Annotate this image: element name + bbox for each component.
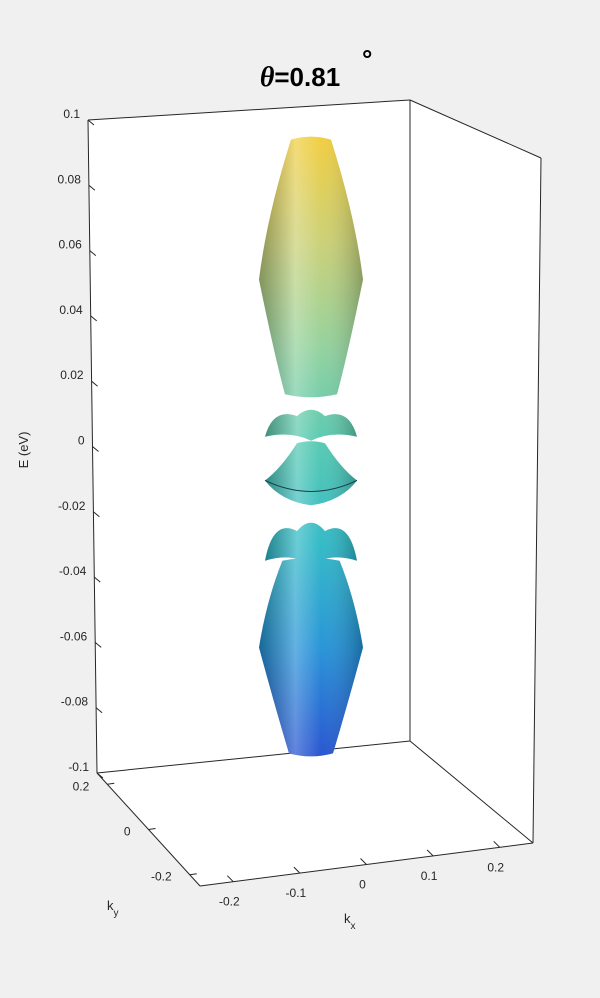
z-axis-label: E (eV) (16, 432, 31, 469)
title-value: =0.81 (274, 62, 340, 92)
x-tick-label: 0.1 (421, 869, 438, 883)
z-tick-label: -0.04 (59, 564, 87, 578)
z-tick-label: 0.04 (59, 303, 83, 317)
z-tick-label: -0.06 (60, 629, 88, 643)
z-tick-mark (88, 184, 96, 191)
z-tick-mark (93, 576, 101, 583)
z-tick-label: 0.06 (58, 238, 82, 252)
z-tick-label: 0.02 (60, 368, 84, 382)
band-shading (259, 136, 363, 398)
y-tick-label: 0 (124, 825, 131, 839)
chart-title: θ=0.81 (260, 62, 340, 93)
band-shading (265, 441, 357, 506)
z-tick-mark (93, 511, 100, 518)
title-symbol: θ (260, 62, 275, 93)
x-axis-label: kx (344, 911, 356, 932)
z-tick-mark (94, 642, 102, 648)
z-tick-mark (90, 315, 98, 322)
y-axis-label-base: k (107, 898, 114, 913)
z-tick-mark (96, 772, 104, 779)
x-tick-label: -0.2 (219, 895, 240, 909)
floor (97, 741, 533, 886)
x-axis-label-sub: x (351, 921, 356, 932)
y-tick-mark (189, 873, 197, 876)
x-tick-mark (426, 849, 434, 857)
z-tick-label: 0 (78, 434, 85, 448)
z-ticks: 0.1 0.08 0.06 0.04 0.02 0 -0.02 -0.04 -0.06 -0.08… (58, 107, 104, 779)
box-edge (532, 157, 542, 844)
band-flat-bottom (265, 522, 357, 565)
band-shading (265, 409, 357, 441)
z-tick-mark (92, 446, 99, 452)
z-tick-label: -0.1 (68, 760, 89, 774)
band-upper (259, 136, 363, 398)
y-tick-mark (148, 828, 156, 830)
z-tick-mark (87, 119, 95, 126)
z-tick-mark (95, 707, 103, 714)
x-tick-mark (226, 875, 234, 883)
box-edge (96, 740, 411, 774)
box-edge (409, 740, 534, 844)
z-tick-label: -0.02 (58, 499, 86, 513)
x-axis-label-base: k (344, 911, 351, 926)
z-tick-label: 0.1 (63, 107, 80, 121)
x-tick-label: 0.2 (487, 860, 504, 874)
y-axis-label-sub: y (114, 908, 119, 919)
y-tick-mark (107, 782, 115, 785)
x-ticks: -0.2 -0.1 0 0.1 0.2 (219, 840, 504, 909)
x-tick-label: -0.1 (286, 886, 307, 900)
back-right-wall (410, 100, 541, 843)
band-surface (259, 136, 363, 757)
x-tick-label: 0 (359, 878, 366, 892)
band-flat-lower (264, 441, 358, 506)
y-tick-label: 0.2 (73, 779, 90, 793)
x-tick-mark (360, 858, 367, 865)
box-edge (87, 99, 411, 121)
y-axis-label: ky (107, 898, 119, 919)
z-tick-mark (89, 250, 97, 256)
z-tick-mark (91, 380, 98, 387)
y-tick-label: -0.2 (151, 870, 172, 884)
box-edge (409, 99, 542, 159)
band-shading (265, 522, 357, 565)
band-edge (264, 480, 358, 492)
title-degree: ° (362, 44, 372, 74)
z-tick-label: -0.08 (61, 695, 89, 709)
band-flat-upper (265, 409, 357, 441)
band-lower (259, 557, 363, 757)
y-ticks: 0.2 0 -0.2 (73, 779, 197, 884)
z-tick-label: 0.08 (58, 172, 82, 186)
band-shading (259, 557, 363, 757)
x-tick-mark (493, 840, 501, 848)
back-left-wall (88, 100, 410, 773)
x-tick-mark (293, 866, 301, 874)
